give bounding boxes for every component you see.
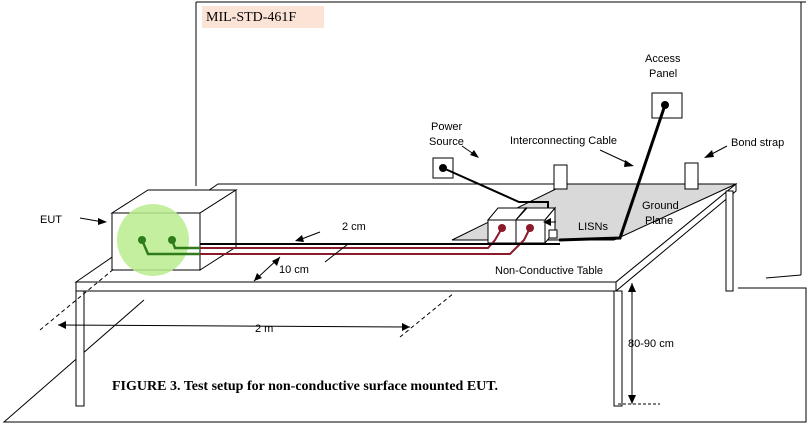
power-source-label-line2: Source xyxy=(429,136,464,148)
figure-caption: FIGURE 3. Test setup for non-conductive … xyxy=(112,379,498,394)
eut-lead-overlay xyxy=(140,239,200,256)
dim-2m-label: 2 m xyxy=(255,323,273,335)
bond-strap-plates xyxy=(553,162,699,190)
lisn-bond-tab xyxy=(548,229,558,239)
access-panel-label-line2: Panel xyxy=(649,68,677,80)
eut-highlight xyxy=(117,204,189,276)
power-source-label-line1: Power xyxy=(431,121,463,133)
power-source-cable xyxy=(442,167,549,208)
dimension-lines xyxy=(39,243,660,405)
dim-10cm-label: 10 cm xyxy=(279,264,309,276)
lisns-label: LISNs xyxy=(578,221,608,233)
bond-strap-label: Bond strap xyxy=(731,137,784,149)
non-conductive-table-label: Non-Conductive Table xyxy=(495,265,603,277)
interconnecting-cable xyxy=(558,104,667,242)
ground-plane-label-line1: Ground xyxy=(642,200,679,212)
dim-height-label: 80-90 cm xyxy=(628,338,674,350)
interconnecting-cable-label: Interconnecting Cable xyxy=(510,135,617,147)
callout-arrowheads xyxy=(98,150,714,242)
eut-label: EUT xyxy=(40,214,62,226)
lisn-units xyxy=(486,206,557,245)
eut-connector-1 xyxy=(138,236,146,244)
dim-2cm-label: 2 cm xyxy=(342,221,366,233)
dimension-arrowheads xyxy=(58,257,636,404)
standard-title: MIL-STD-461F xyxy=(206,10,296,25)
non-conductive-table xyxy=(74,182,738,407)
header-highlight xyxy=(202,6,324,28)
ground-plane-label-line2: Plane xyxy=(645,215,673,227)
access-panel-label-line1: Access xyxy=(645,53,681,65)
eut-connector-2 xyxy=(168,236,176,244)
